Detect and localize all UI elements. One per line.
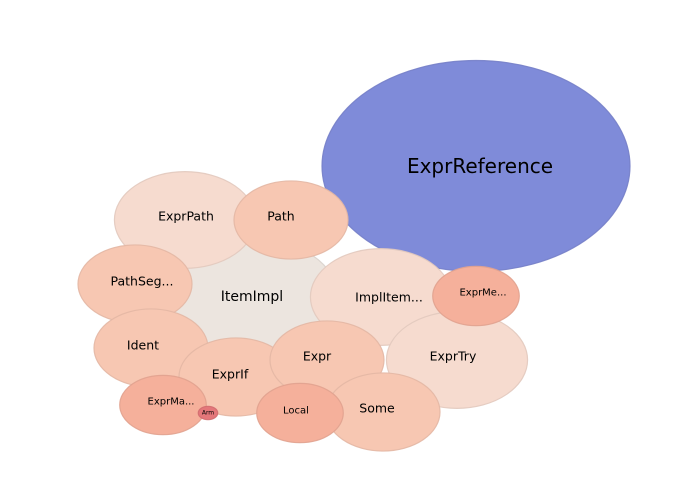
bubble-label-implitem: ImplItem... (355, 290, 423, 305)
bubble-label-exprreference: ExprReference (407, 154, 553, 178)
bubble-label-exprtry: ExprTry (430, 349, 477, 364)
bubble-path (233, 180, 349, 260)
bubble-label-pathseg: PathSeg... (111, 274, 174, 289)
bubble-label-expr: Expr (303, 349, 332, 364)
bubble-label-arm: Arm (202, 410, 214, 417)
bubble-exprme (432, 265, 520, 327)
bubble-label-exprpath: ExprPath (158, 209, 214, 224)
bubble-label-exprma: ExprMa... (148, 397, 195, 408)
bubble-label-itemimpl: ItemImpl (221, 289, 283, 305)
bubble-arm (197, 405, 219, 421)
bubble-exprma (119, 374, 207, 436)
bubble-label-exprme: ExprMe... (459, 288, 506, 299)
bubble-label-path: Path (267, 209, 294, 224)
bubble-label-local: Local (283, 406, 309, 417)
bubble-label-exprif: ExprIf (212, 367, 249, 382)
bubble-label-some: Some (359, 401, 395, 416)
bubble-local (256, 382, 344, 444)
bubble-label-ident: Ident (127, 338, 159, 353)
